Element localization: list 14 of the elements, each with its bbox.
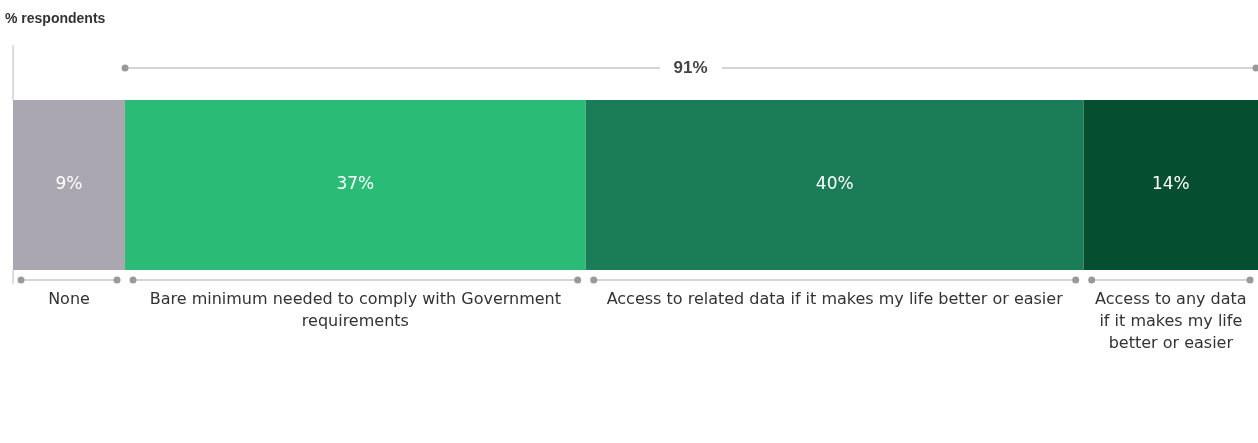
series-label: Access to related data if it makes my life better or easier (605, 288, 1064, 310)
bar (1083, 100, 1258, 270)
chart-title: % respondents (5, 10, 106, 26)
series-label: Bare minimum needed to comply with Government requirements (148, 288, 562, 332)
bar (125, 100, 586, 270)
series-label: Access to any data if it makes my life better or easier (1094, 288, 1248, 354)
data-label: 37% (336, 173, 375, 194)
data-label: 14% (1151, 173, 1190, 194)
text: 91% (659, 58, 722, 78)
data-label: 9% (55, 173, 83, 194)
bar (13, 100, 126, 270)
series-label: None (47, 288, 91, 310)
data-label: 40% (815, 173, 854, 194)
bar (585, 100, 1084, 270)
